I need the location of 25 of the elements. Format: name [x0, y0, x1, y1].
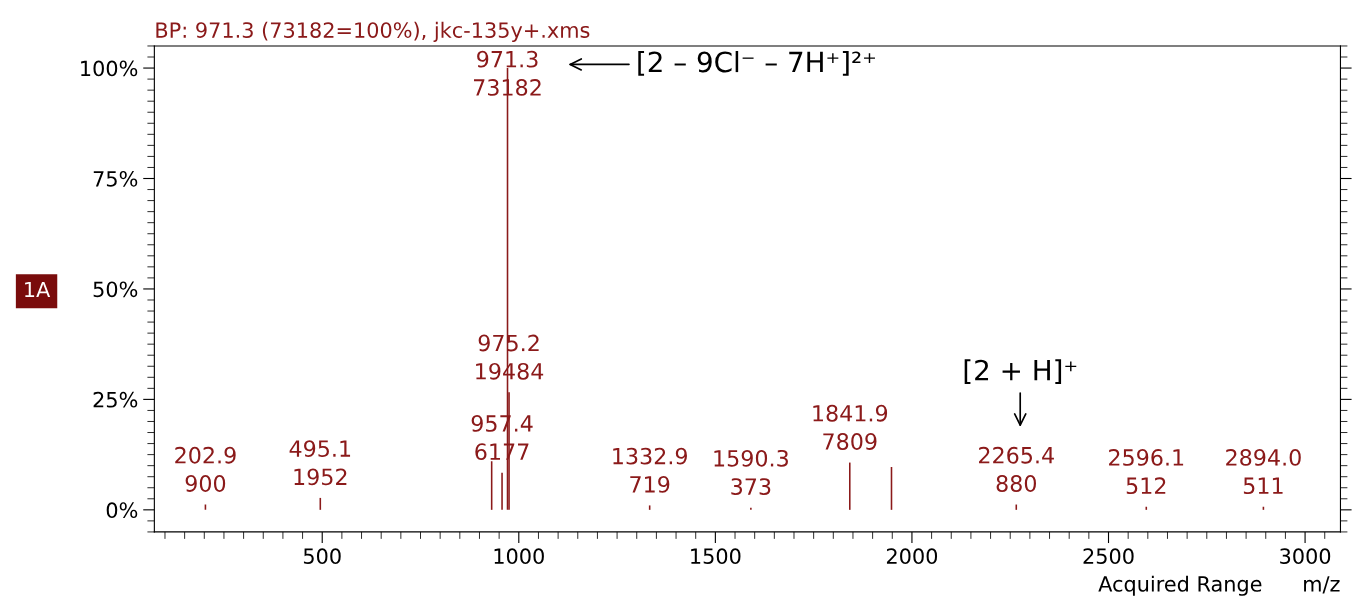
chart-title: BP: 971.3 (73182=100%), jkc-135y+.xms	[156, 21, 590, 42]
x-tick-label: 2500	[1083, 548, 1134, 565]
x-tick-label: 2000	[886, 548, 938, 565]
y-tick-label: 50%	[93, 281, 138, 298]
x-tick-label: 1500	[691, 548, 741, 565]
y-tick-label: 75%	[93, 170, 138, 187]
annotation: 2894.0 511	[1226, 449, 1301, 495]
x-tick-label: 3000	[1280, 548, 1331, 565]
annotation: [2 – 9Cl⁻ – 7H⁺]²⁺	[638, 50, 875, 76]
annotation: 2265.4 880	[979, 446, 1054, 492]
x-axis-title: m/z	[1304, 576, 1340, 594]
annotation: 2596.1 512	[1109, 449, 1184, 495]
annotation: [2 + H]⁺	[964, 359, 1077, 385]
annotation: 495.1 1952	[289, 440, 351, 486]
annotation: 202.9 900	[175, 446, 236, 492]
text: Acquired Range	[1098, 575, 1262, 596]
text: 1A	[25, 281, 51, 298]
annotation: 1590.3 373	[714, 449, 788, 495]
annotation: 1332.9 719	[613, 447, 687, 493]
y-tick-label: 0%	[106, 502, 138, 519]
y-tick-label: 100%	[81, 60, 138, 77]
x-tick-label: 500	[303, 548, 341, 565]
x-tick-label: 1000	[494, 548, 544, 565]
y-tick-label: 25%	[93, 391, 138, 408]
annotation: 1841.9 7809	[813, 404, 888, 450]
